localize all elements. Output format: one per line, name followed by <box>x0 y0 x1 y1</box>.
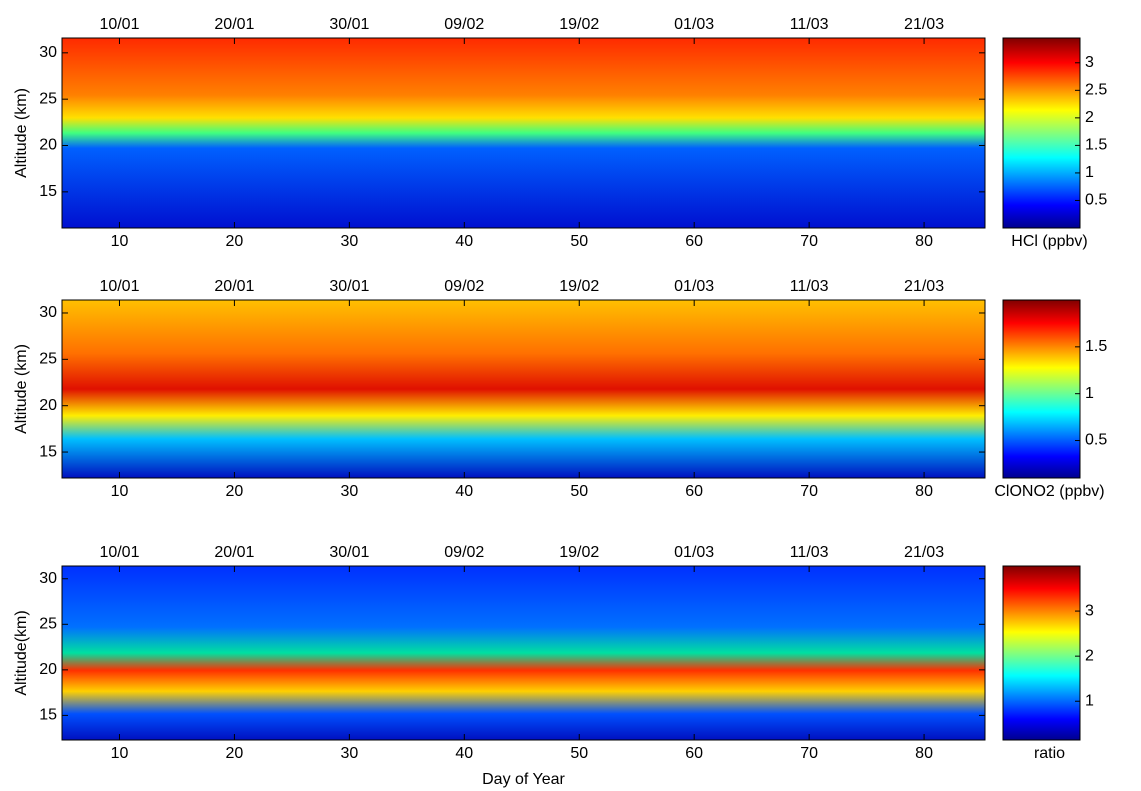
colorbar-tick-label: 1.5 <box>1085 338 1107 355</box>
x-tick-label: 30 <box>340 233 358 250</box>
x-tick-label: 80 <box>915 745 933 762</box>
x-axis-label: Day of Year <box>482 771 565 788</box>
x2-tick-label: 20/01 <box>214 544 254 561</box>
x-tick-label: 50 <box>570 233 588 250</box>
colorbar-tick-label: 3 <box>1085 54 1094 71</box>
contour-field <box>62 566 985 740</box>
x-tick-label: 70 <box>800 745 818 762</box>
colorbar-tick-label: 3 <box>1085 602 1094 619</box>
y-tick-label: 20 <box>39 397 57 414</box>
y-tick-label: 15 <box>39 443 57 460</box>
x-tick-label: 60 <box>685 233 703 250</box>
y-tick-label: 20 <box>39 661 57 678</box>
x-tick-label: 10 <box>111 233 129 250</box>
x-tick-label: 40 <box>455 745 473 762</box>
x2-tick-label: 20/01 <box>214 16 254 33</box>
x2-tick-label: 21/03 <box>904 544 944 561</box>
colorbar-label: ClONO2 (ppbv) <box>994 483 1104 500</box>
x2-tick-label: 19/02 <box>559 278 599 295</box>
x-tick-label: 80 <box>915 483 933 500</box>
x-tick-label: 40 <box>455 483 473 500</box>
colorbar <box>1002 37 1081 229</box>
x2-tick-label: 20/01 <box>214 278 254 295</box>
x-tick-label: 50 <box>570 745 588 762</box>
contour-field <box>62 300 985 478</box>
x2-tick-label: 09/02 <box>444 278 484 295</box>
x-tick-label: 70 <box>800 483 818 500</box>
x-tick-label: 60 <box>685 745 703 762</box>
y-axis-label: Altitude(km) <box>13 610 30 695</box>
colorbar-tick-label: 2 <box>1085 109 1094 126</box>
y-axis-label: Altitude (km) <box>13 88 30 178</box>
x2-tick-label: 21/03 <box>904 16 944 33</box>
x2-tick-label: 09/02 <box>444 16 484 33</box>
plot-frame <box>61 299 986 479</box>
colorbar-tick-label: 2.5 <box>1085 82 1107 99</box>
colorbar-tick-label: 0.5 <box>1085 192 1107 209</box>
colorbar <box>1002 299 1081 479</box>
x-tick-label: 30 <box>340 483 358 500</box>
x2-tick-label: 11/03 <box>790 544 829 561</box>
x2-tick-label: 30/01 <box>329 16 369 33</box>
x-tick-label: 30 <box>340 745 358 762</box>
y-axis-label: Altitude (km) <box>13 344 30 434</box>
colorbar <box>1002 565 1081 741</box>
plot-frame <box>61 565 986 741</box>
x2-tick-label: 11/03 <box>790 278 829 295</box>
colorbar-label: ratio <box>1034 745 1065 762</box>
x2-tick-label: 01/03 <box>674 278 714 295</box>
x-tick-label: 20 <box>226 745 244 762</box>
x2-tick-label: 09/02 <box>444 544 484 561</box>
x-tick-label: 60 <box>685 483 703 500</box>
colorbar-tick-label: 0.5 <box>1085 432 1107 449</box>
x2-tick-label: 21/03 <box>904 278 944 295</box>
x2-tick-label: 19/02 <box>559 16 599 33</box>
y-tick-label: 25 <box>39 90 57 107</box>
colorbar-tick-label: 1 <box>1085 164 1094 181</box>
colorbar-label: HCl (ppbv) <box>1011 233 1087 250</box>
x-tick-label: 20 <box>226 233 244 250</box>
x2-tick-label: 11/03 <box>790 16 829 33</box>
x2-tick-label: 19/02 <box>559 544 599 561</box>
y-tick-label: 15 <box>39 183 57 200</box>
y-tick-label: 20 <box>39 137 57 154</box>
y-tick-label: 15 <box>39 707 57 724</box>
x-tick-label: 10 <box>111 483 129 500</box>
x-tick-label: 70 <box>800 233 818 250</box>
y-tick-label: 30 <box>39 44 57 61</box>
x2-tick-label: 30/01 <box>329 278 369 295</box>
plot-frame <box>61 37 986 229</box>
x2-tick-label: 10/01 <box>99 278 139 295</box>
x2-tick-label: 01/03 <box>674 16 714 33</box>
x-tick-label: 10 <box>111 745 129 762</box>
colorbar-tick-label: 1 <box>1085 385 1094 402</box>
x2-tick-label: 10/01 <box>99 16 139 33</box>
x2-tick-label: 30/01 <box>329 544 369 561</box>
y-tick-label: 25 <box>39 616 57 633</box>
x2-tick-label: 10/01 <box>99 544 139 561</box>
y-tick-label: 25 <box>39 351 57 368</box>
colorbar-tick-label: 1 <box>1085 692 1094 709</box>
colorbar-tick-label: 1.5 <box>1085 137 1107 154</box>
x-tick-label: 80 <box>915 233 933 250</box>
x-tick-label: 50 <box>570 483 588 500</box>
x-tick-label: 40 <box>455 233 473 250</box>
colorbar-tick-label: 2 <box>1085 647 1094 664</box>
x2-tick-label: 01/03 <box>674 544 714 561</box>
y-tick-label: 30 <box>39 570 57 587</box>
contour-field <box>62 38 985 228</box>
y-tick-label: 30 <box>39 304 57 321</box>
x-tick-label: 20 <box>226 483 244 500</box>
